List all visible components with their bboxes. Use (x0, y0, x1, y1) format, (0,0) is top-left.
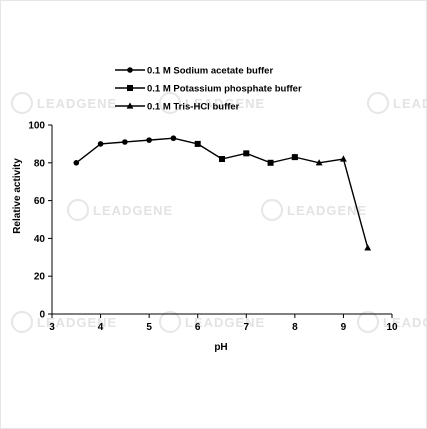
data-point (219, 156, 225, 163)
x-tick-label: 9 (341, 322, 347, 333)
watermark-icon (67, 199, 89, 221)
y-tick-label: 60 (34, 196, 46, 207)
watermark-icon (367, 92, 389, 114)
watermark-logo: LEADGENE (357, 311, 427, 333)
watermark-layer: LEADGENE LEADGENE LEADGENE LEADGENE LEADGENE… (11, 92, 427, 333)
watermark-text: LEADGENE (287, 203, 367, 218)
data-point (267, 159, 274, 166)
watermark-logo: LEADGENE (11, 311, 117, 333)
legend-marker (127, 85, 133, 91)
watermark-icon (11, 311, 33, 333)
legend-item: 0.1 M Tris-HCl buffer (115, 102, 240, 113)
legend-marker (126, 102, 134, 109)
x-tick-label: 4 (98, 322, 104, 333)
data-point (73, 160, 80, 166)
data-point (340, 155, 347, 162)
watermark-text: LEADGENE (37, 96, 117, 111)
x-tick-label: 3 (49, 322, 55, 333)
legend-label: 0.1 M Sodium acetate buffer (147, 66, 273, 77)
data-point (315, 159, 323, 166)
legend: 0.1 M Sodium acetate buffer 0.1 M Potassi… (115, 66, 302, 113)
x-tick-label: 7 (244, 322, 250, 333)
legend-item: 0.1 M Potassium phosphate buffer (115, 84, 302, 95)
y-tick-label: 40 (34, 234, 46, 245)
watermark-logo: LEADGENE (159, 92, 265, 114)
series-line (75, 137, 198, 164)
x-axis-title: pH (214, 342, 227, 353)
watermark-logo: LEADGENE (367, 92, 427, 114)
data-point (97, 141, 104, 147)
y-tick-label: 80 (34, 158, 46, 169)
series-square (194, 140, 298, 166)
y-tick-label: 20 (34, 272, 46, 283)
data-point (122, 139, 128, 145)
watermark-icon (159, 311, 181, 333)
series-circle (73, 135, 201, 166)
watermark-text: LEADGENE (393, 96, 427, 111)
watermark-text: LEADGENE (93, 203, 173, 218)
legend-label: 0.1 M Tris-HCl buffer (147, 102, 240, 113)
y-tick-label: 0 (39, 310, 45, 321)
data-point (291, 153, 299, 160)
watermark-text: LEADGENE (185, 315, 265, 330)
y-axis-title: Relative activity (12, 158, 23, 234)
series-line (294, 156, 369, 249)
x-tick-label: 5 (146, 322, 152, 333)
data-point (364, 244, 372, 251)
watermark-icon (261, 199, 283, 221)
watermark-text: LEADGENE (37, 315, 117, 330)
watermark-text: LEADGENE (383, 315, 427, 330)
series-layer (73, 135, 372, 251)
watermark-logo: LEADGENE (261, 199, 367, 221)
y-tick-label: 100 (28, 121, 45, 132)
data-point (170, 135, 177, 142)
watermark-logo: LEADGENE (159, 311, 265, 333)
watermark-logo: LEADGENE (67, 199, 173, 221)
series-triangle (291, 153, 372, 251)
data-point (146, 137, 152, 143)
x-tick-label: 6 (195, 322, 201, 333)
watermark-icon (357, 311, 379, 333)
x-tick-label: 10 (386, 322, 398, 333)
x-tick-label: 8 (292, 322, 298, 333)
watermark-text: LEADGENE (185, 96, 265, 111)
watermark-icon (159, 92, 181, 114)
legend-item: 0.1 M Sodium acetate buffer (115, 66, 273, 77)
legend-marker (127, 67, 133, 73)
data-point (243, 150, 250, 157)
data-point (194, 140, 201, 147)
axes: 0 20 40 60 80 100 3 4 5 6 7 8 9 10 (28, 121, 398, 334)
watermark-icon (11, 92, 33, 114)
watermark-logo: LEADGENE (11, 92, 117, 114)
legend-label: 0.1 M Potassium phosphate buffer (147, 84, 302, 95)
